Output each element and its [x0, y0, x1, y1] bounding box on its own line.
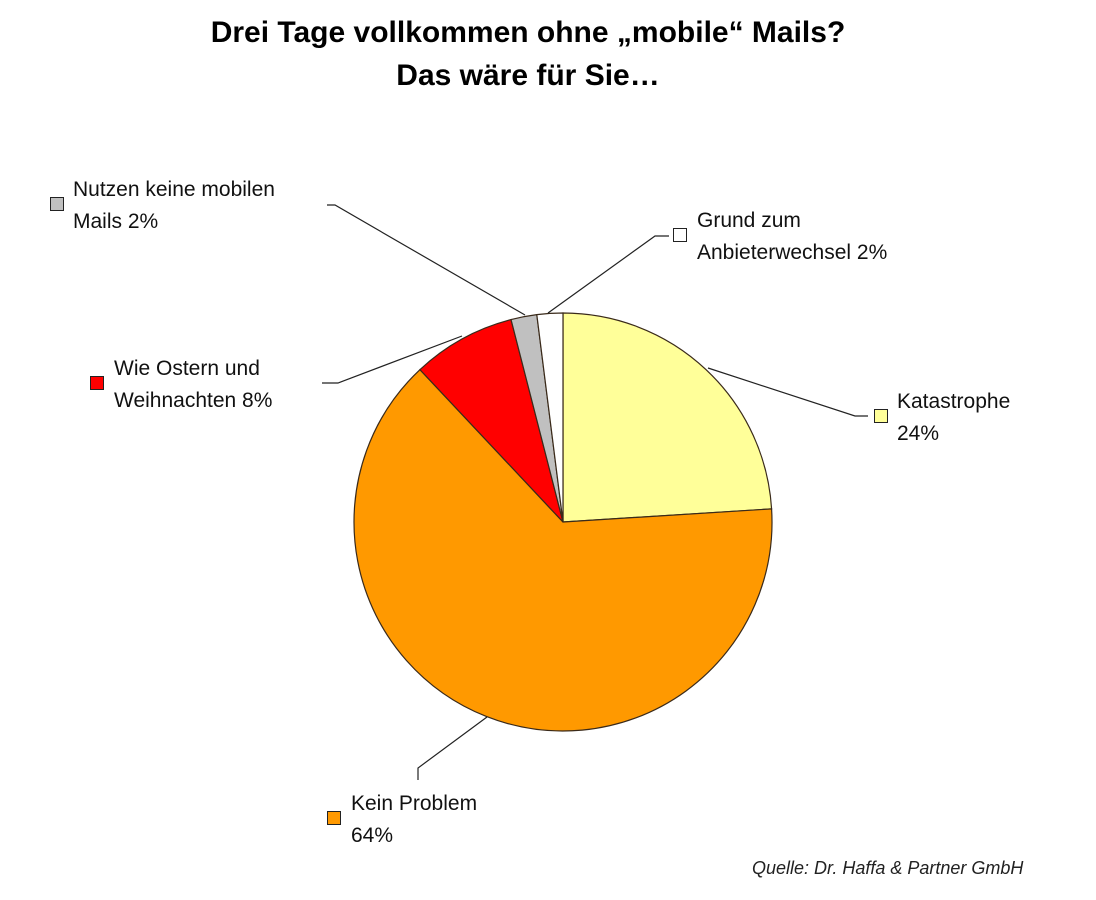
label-katastrophe: Katastrophe 24% — [897, 390, 1011, 445]
legend-swatch-grund — [673, 228, 687, 242]
source-note: Quelle: Dr. Haffa & Partner GmbH — [752, 858, 1024, 878]
pie-slice-wie-ostern-und-weihnachten — [419, 318, 564, 523]
chart-title-line2: Das wäre für Sie… — [396, 59, 660, 92]
label-kein-problem: Kein Problem 64% — [351, 792, 478, 847]
legend-swatch-katastrophe — [874, 409, 888, 423]
legend-swatch-kein-problem — [327, 811, 341, 825]
legend-swatch-nutzen — [50, 197, 64, 211]
leader-lines — [322, 204, 868, 780]
legend-swatch-ostern — [90, 376, 104, 390]
label-ostern: Wie Ostern und Weihnachten 8% — [114, 357, 273, 412]
label-grund: Grund zum Anbieterwechsel 2% — [697, 209, 888, 264]
pie-slice-katastrophe — [562, 312, 773, 523]
pie-slice-grund-zum-anbieterwechsel — [536, 312, 564, 523]
chart-title-line1: Drei Tage vollkommen ohne „mobile“ Mails… — [210, 16, 846, 49]
pie-slice-kein-problem — [353, 368, 773, 732]
label-nutzen: Nutzen keine mobilen Mails 2% — [73, 178, 275, 233]
